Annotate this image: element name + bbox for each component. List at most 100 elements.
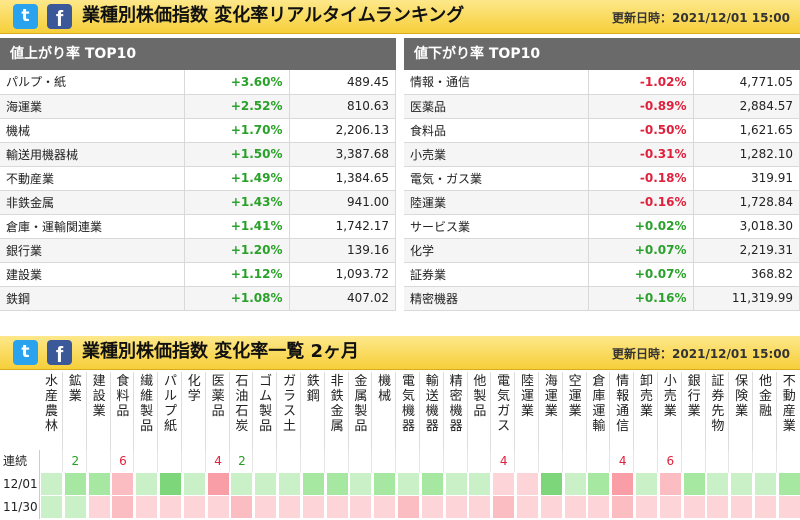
rank-row[interactable]: 建設業 +1.12% 1,093.72 [0,262,396,287]
change-cell[interactable] [255,496,278,519]
sector-name[interactable]: 輸送用機器械 [0,142,185,167]
change-cell[interactable] [207,473,230,496]
change-cell[interactable] [517,496,539,519]
change-cell[interactable] [255,473,278,496]
sector-column-label[interactable]: 精密機器 [446,372,468,450]
change-cell[interactable] [421,496,444,519]
facebook-share-icon[interactable]: f [47,340,72,367]
change-cell[interactable] [778,473,800,496]
sector-column-label[interactable]: 医薬品 [208,372,230,450]
sector-name[interactable]: 精密機器 [404,286,589,311]
sector-column-label[interactable]: 倉庫運輸 [588,372,611,450]
change-cell[interactable] [564,473,587,496]
change-cell[interactable] [445,496,468,519]
sector-column-label[interactable]: 他金融 [755,372,777,450]
sector-column-label[interactable]: 非鉄金属 [327,372,349,450]
rank-row[interactable]: 小売業 -0.31% 1,282.10 [404,142,800,167]
sector-name[interactable]: 電気・ガス業 [404,166,589,191]
sector-column-label[interactable]: 建設業 [89,372,111,450]
twitter-share-icon[interactable]: t [13,4,38,29]
sector-column-label[interactable]: 陸運業 [517,372,539,450]
sector-name[interactable]: 非鉄金属 [0,190,185,215]
rank-row[interactable]: 銀行業 +1.20% 139.16 [0,238,396,263]
rank-row[interactable]: 非鉄金属 +1.43% 941.00 [0,190,396,215]
change-cell[interactable] [445,473,468,496]
change-cell[interactable] [612,473,635,496]
sector-name[interactable]: 建設業 [0,262,185,287]
change-cell[interactable] [421,473,444,496]
change-cell[interactable] [88,473,111,496]
change-cell[interactable] [64,496,87,519]
change-cell[interactable] [588,473,611,496]
change-cell[interactable] [326,473,349,496]
sector-column-label[interactable]: 食料品 [112,372,135,450]
change-cell[interactable] [207,496,230,519]
sector-column-label[interactable]: 証券先物 [707,372,730,450]
change-cell[interactable] [160,496,182,519]
change-cell[interactable] [231,496,254,519]
change-cell[interactable] [540,496,563,519]
change-cell[interactable] [112,473,135,496]
change-cell[interactable] [279,473,301,496]
change-cell[interactable] [707,473,730,496]
change-cell[interactable] [493,473,516,496]
change-cell[interactable] [136,496,159,519]
change-cell[interactable] [659,473,682,496]
change-cell[interactable] [659,496,682,519]
change-cell[interactable] [374,496,397,519]
change-cell[interactable] [374,473,397,496]
rank-row[interactable]: サービス業 +0.02% 3,018.30 [404,214,800,239]
change-cell[interactable] [755,496,777,519]
sector-name[interactable]: 医薬品 [404,94,589,119]
change-cell[interactable] [636,473,658,496]
sector-column-label[interactable]: 小売業 [660,372,682,450]
sector-name[interactable]: 海運業 [0,94,185,119]
sector-column-label[interactable]: 石油石炭 [231,372,254,450]
rank-row[interactable]: 情報・通信 -1.02% 4,771.05 [404,70,800,95]
sector-column-label[interactable]: 電気機器 [398,372,420,450]
sector-name[interactable]: パルプ・紙 [0,70,185,95]
twitter-share-icon[interactable]: t [13,340,38,365]
sector-column-label[interactable]: ゴム製品 [255,372,278,450]
sector-name[interactable]: サービス業 [404,214,589,239]
sector-name[interactable]: 食料品 [404,118,589,143]
sector-column-label[interactable]: ガラス土 [279,372,301,450]
sector-column-label[interactable]: 水産農林 [41,372,63,450]
sector-column-label[interactable]: 卸売業 [636,372,658,450]
change-cell[interactable] [493,496,516,519]
sector-name[interactable]: 情報・通信 [404,70,589,95]
sector-name[interactable]: 証券業 [404,262,589,287]
sector-column-label[interactable]: 金属製品 [350,372,373,450]
sector-name[interactable]: 不動産業 [0,166,185,191]
change-cell[interactable] [755,473,777,496]
change-cell[interactable] [731,473,754,496]
change-cell[interactable] [350,473,373,496]
rank-row[interactable]: 化学 +0.07% 2,219.31 [404,238,800,263]
change-cell[interactable] [540,473,563,496]
change-cell[interactable] [326,496,349,519]
sector-name[interactable]: 小売業 [404,142,589,167]
rank-row[interactable]: 鉄鋼 +1.08% 407.02 [0,286,396,311]
change-cell[interactable] [469,496,492,519]
change-cell[interactable] [112,496,135,519]
change-cell[interactable] [41,473,63,496]
change-cell[interactable] [731,496,754,519]
change-cell[interactable] [64,473,87,496]
sector-name[interactable]: 倉庫・運輸関連業 [0,214,185,239]
rank-row[interactable]: 精密機器 +0.16% 11,319.99 [404,286,800,311]
sector-column-label[interactable]: 機械 [374,372,397,450]
rank-row[interactable]: 陸運業 -0.16% 1,728.84 [404,190,800,215]
change-cell[interactable] [302,496,325,519]
sector-column-label[interactable]: 銀行業 [684,372,706,450]
sector-column-label[interactable]: 不動産業 [779,372,800,450]
change-cell[interactable] [350,496,373,519]
rank-row[interactable]: 機械 +1.70% 2,206.13 [0,118,396,143]
change-cell[interactable] [588,496,611,519]
change-cell[interactable] [683,473,706,496]
sector-column-label[interactable]: 化学 [184,372,206,450]
change-cell[interactable] [683,496,706,519]
change-cell[interactable] [302,473,325,496]
sector-column-label[interactable]: 鉱業 [65,372,87,450]
sector-column-label[interactable]: 鉄鋼 [303,372,325,450]
sector-column-label[interactable]: 空運業 [565,372,587,450]
